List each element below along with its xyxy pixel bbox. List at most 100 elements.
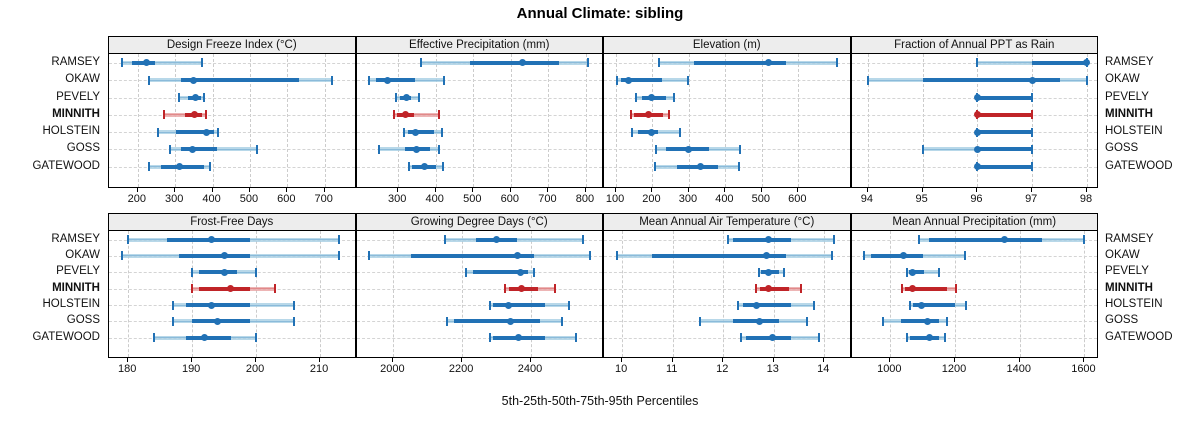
axis-tick-label: 180 <box>117 363 137 375</box>
panel-strip-fraction-ppt-as-rain: Fraction of Annual PPT as Rain <box>850 36 1098 54</box>
gridline-v <box>137 54 139 187</box>
panel-strip-effective-precipitation: Effective Precipitation (mm) <box>355 36 603 54</box>
whisker-cap-high-pevely <box>417 93 420 103</box>
whisker-cap-high-ramsey <box>1083 235 1086 245</box>
median-dot-goss <box>214 317 222 325</box>
gridline-h <box>356 338 602 339</box>
whisker-cap-high-minnith <box>1031 110 1034 120</box>
gridline-v <box>922 54 924 187</box>
whisker-cap-high-minnith <box>954 284 957 294</box>
median-dot-gatewood <box>201 334 209 342</box>
axis-tick <box>191 358 193 362</box>
gridline-v <box>473 54 475 187</box>
axis-tick <box>671 358 673 362</box>
axis-tick-label: 97 <box>1025 193 1038 205</box>
panel-strip-mean-annual-precipitation: Mean Annual Precipitation (mm) <box>850 213 1098 231</box>
gridline-h <box>356 305 602 306</box>
panel-elevation: Elevation (m) 100 200 300 400 500 600 <box>603 36 851 208</box>
gridline-h <box>851 256 1097 257</box>
axis-tick <box>823 358 825 362</box>
panel-strip-mean-annual-air-temperature: Mean Annual Air Temperature (°C) <box>603 213 851 231</box>
whisker-cap-low-ramsey <box>976 58 979 68</box>
gridline-h <box>604 98 850 99</box>
whisker-cap-low-goss <box>378 144 381 154</box>
whisker-cap-high-holstein <box>440 127 443 137</box>
gridline-h <box>604 80 850 81</box>
percentile-band-25-75-holstein <box>185 303 250 308</box>
gridline-v <box>761 54 763 187</box>
gridline-h <box>356 289 602 290</box>
whisker-cap-low-gatewood <box>488 333 491 343</box>
gridline-v <box>531 231 533 357</box>
panel-plot-frost-free-days <box>108 230 356 358</box>
axis-tick-label: 95 <box>915 193 928 205</box>
gridline-h <box>851 272 1097 273</box>
panel-strip-elevation: Elevation (m) <box>603 36 851 54</box>
median-dot-okaw <box>900 252 908 260</box>
whisker-cap-low-goss <box>921 144 924 154</box>
median-dot-holstein <box>505 301 513 309</box>
panel-plot-design-freeze-index <box>108 53 356 188</box>
whisker-cap-high-holstein <box>813 300 816 310</box>
whisker-cap-low-gatewood <box>653 162 656 172</box>
panel-plot-fraction-ppt-as-rain <box>850 53 1098 188</box>
median-dot-pevely <box>517 268 525 276</box>
axis-tick-label: 200 <box>642 193 661 205</box>
whisker-cap-low-holstein <box>737 300 740 310</box>
median-dot-minnith <box>973 111 981 119</box>
row-label-gatewood: GATEWOOD <box>32 159 100 172</box>
median-dot-okaw <box>190 76 198 84</box>
axis-tick <box>866 188 868 192</box>
axis-tick <box>286 188 288 192</box>
gridline-v <box>1032 54 1034 187</box>
axis-tick <box>1085 188 1087 192</box>
gridline-h <box>851 289 1097 290</box>
gridline-h <box>604 240 850 241</box>
whisker-cap-high-gatewood <box>255 333 258 343</box>
row-label-gatewood: GATEWOOD <box>1105 159 1173 172</box>
gridline-h <box>109 98 355 99</box>
percentile-band-5-95-minnith <box>393 112 440 117</box>
axis-tick-label: 600 <box>277 193 296 205</box>
whisker-cap-high-goss <box>739 144 742 154</box>
whisker-cap-high-pevely <box>203 93 206 103</box>
axis-tick-label: 700 <box>314 193 333 205</box>
whisker-cap-low-goss <box>654 144 657 154</box>
median-dot-gatewood <box>421 163 429 171</box>
whisker-cap-high-ramsey <box>835 58 838 68</box>
axis-tick-label: 14 <box>817 363 830 375</box>
gridline-v <box>192 231 194 357</box>
whisker-cap-high-gatewood <box>818 333 821 343</box>
percentile-band-25-75-pevely <box>198 270 237 275</box>
median-dot-okaw <box>220 252 228 260</box>
whisker-cap-low-holstein <box>157 127 160 137</box>
gridline-v <box>548 54 550 187</box>
median-dot-minnith <box>645 111 653 119</box>
row-label-okaw: OKAW <box>65 73 100 86</box>
axis-tick <box>434 188 436 192</box>
percentile-band-25-75-minnith <box>198 286 250 291</box>
median-dot-goss <box>973 145 981 153</box>
whisker-cap-high-minnith <box>274 284 277 294</box>
percentile-band-25-75-gatewood <box>185 335 231 340</box>
whisker-cap-high-ramsey <box>581 235 584 245</box>
percentile-band-25-75-pevely <box>472 270 528 275</box>
gridline-h <box>604 289 850 290</box>
median-dot-pevely <box>192 94 200 102</box>
row-label-holstein: HOLSTEIN <box>1105 298 1163 311</box>
axis-tick <box>651 188 653 192</box>
median-dot-minnith <box>909 285 917 293</box>
whisker-cap-low-gatewood <box>905 333 908 343</box>
median-dot-holstein <box>648 128 656 136</box>
axis-tick <box>687 188 689 192</box>
whisker-cap-high-okaw <box>830 251 833 261</box>
whisker-cap-high-okaw <box>687 75 690 85</box>
panel-plot-elevation <box>603 53 851 188</box>
axis-tick-label: 800 <box>575 193 595 205</box>
percentile-band-25-75-gatewood <box>910 335 939 340</box>
gridline-v <box>435 54 437 187</box>
whisker-cap-low-pevely <box>905 267 908 277</box>
percentile-band-25-75-ramsey <box>1032 60 1087 65</box>
whisker-cap-high-minnith <box>800 284 803 294</box>
median-dot-minnith <box>191 111 199 119</box>
